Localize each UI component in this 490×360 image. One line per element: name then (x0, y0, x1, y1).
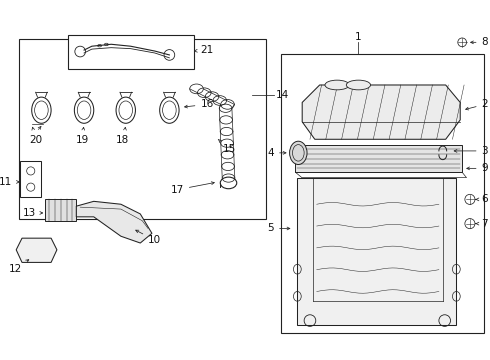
Text: 8: 8 (470, 37, 488, 47)
Polygon shape (302, 85, 460, 139)
Text: 10: 10 (136, 230, 161, 245)
Text: 4: 4 (268, 148, 286, 158)
Text: 15: 15 (218, 139, 236, 154)
Bar (295, 145, 462, 172)
Text: 21: 21 (195, 45, 214, 55)
Ellipse shape (325, 80, 349, 90)
Bar (45, 199, 76, 221)
Ellipse shape (346, 80, 370, 90)
Text: 17: 17 (171, 182, 214, 195)
Text: 7: 7 (476, 219, 488, 229)
Text: 11: 11 (0, 177, 19, 187)
Text: 6: 6 (476, 194, 488, 204)
Bar (19, 40, 267, 219)
Text: 2: 2 (466, 99, 488, 110)
Text: 16: 16 (185, 99, 214, 109)
Text: 13: 13 (23, 208, 43, 218)
Text: 5: 5 (268, 224, 290, 234)
Bar (20, 161, 41, 197)
Text: 1: 1 (355, 32, 362, 42)
Polygon shape (76, 201, 152, 243)
Bar (281, 54, 485, 333)
Text: 3: 3 (454, 146, 488, 156)
Text: 12: 12 (9, 260, 29, 274)
Text: 18: 18 (116, 135, 129, 145)
Text: 19: 19 (75, 135, 89, 145)
Polygon shape (16, 238, 57, 262)
Text: 20: 20 (29, 135, 42, 145)
Text: 9: 9 (467, 163, 488, 174)
Ellipse shape (290, 141, 307, 165)
Bar (68, 35, 194, 68)
Polygon shape (297, 178, 456, 325)
Text: 14: 14 (276, 90, 289, 100)
